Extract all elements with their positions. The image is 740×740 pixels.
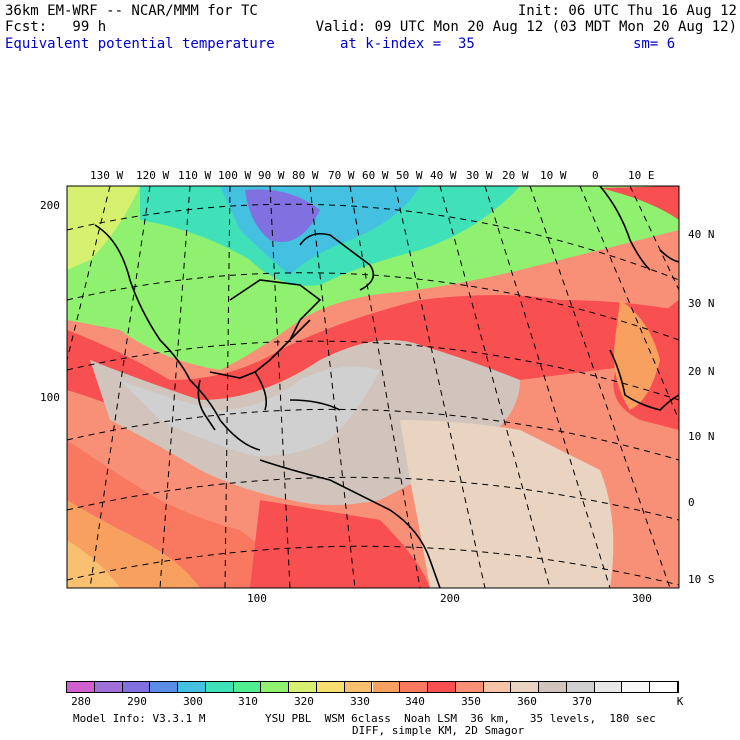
colorbar-swatch [400,682,429,692]
lon-label: 60 W [362,169,389,182]
colorbar-swatch [428,682,456,692]
lat-label: 10 S [688,573,715,586]
colorbar-swatch [539,682,567,692]
colorbar-swatch [122,682,151,692]
lon-label: 10 E [628,169,655,182]
footer-physics: YSU PBL WSM 6class Noah LSM 36 km, 35 le… [265,712,656,725]
footer-diffusion: DIFF, simple KM, 2D Smagor [352,724,525,737]
header-valid-time: Valid: 09 UTC Mon 20 Aug 12 (03 MDT Mon … [315,19,737,35]
lon-label: 10 W [540,169,567,182]
lon-label: 40 W [430,169,457,182]
header-forecast-hour: Fcst: 99 h [5,19,107,35]
plot-frame [66,185,680,589]
colorbar-label: 330 [350,695,370,708]
lon-label: 90 W [258,169,285,182]
colorbar-swatch [233,682,262,692]
header-init-time: Init: 06 UTC Thu 16 Aug 12 [517,3,737,19]
colorbar-swatch [316,682,345,692]
colorbar-swatch [455,682,484,692]
lat-label: 10 N [688,430,715,443]
colorbar-label: 280 [71,695,91,708]
coastlines [94,186,679,588]
colorbar-label: 350 [461,695,481,708]
colorbar-swatch [94,682,123,692]
lat-label: 0 [688,496,695,509]
grid-label-bottom: 200 [440,592,460,605]
colorbar-swatch [511,682,540,692]
colorbar-swatch [483,682,512,692]
lon-label: 110 W [178,169,212,182]
colorbar-label: 320 [294,695,314,708]
colorbar-label: 370 [572,695,592,708]
grid-label-left: 200 [40,199,60,212]
colorbar-unit: K [676,695,684,708]
colorbar-swatch [594,682,623,692]
colorbar-swatch [289,682,317,692]
colorbar-swatch [261,682,290,692]
colorbar-swatch [566,682,595,692]
lat-label: 20 N [688,365,715,378]
colorbar-swatch [67,682,95,692]
grid-label-bottom: 100 [247,592,267,605]
colorbar-swatch [205,682,234,692]
grid-label-left: 100 [40,391,60,404]
lon-label: 50 W [396,169,423,182]
colorbar-label: 360 [517,695,537,708]
colorbar-label: 310 [238,695,258,708]
lon-label: 70 W [328,169,355,182]
grid-label-bottom: 300 [632,592,652,605]
header-field-name: Equivalent potential temperature [5,36,275,52]
colorbar-swatch [622,682,651,692]
lat-label: 40 N [688,228,715,241]
lat-label: 30 N [688,297,715,310]
colorbar-label: 290 [127,695,147,708]
lon-label: 100 W [218,169,252,182]
colorbar-swatch [150,682,179,692]
theta-e-field [67,186,679,588]
colorbar-swatch [178,682,206,692]
graticule [67,186,679,588]
lon-label: 130 W [90,169,124,182]
colorbar-swatch [372,682,401,692]
lon-label: 30 W [466,169,493,182]
lon-label: 120 W [136,169,170,182]
header-smoothing: sm= 6 [633,36,676,52]
header-level: at k-index = 35 [340,36,475,52]
lon-label: 0 [592,169,599,182]
colorbar-label: 300 [183,695,203,708]
lon-label: 80 W [292,169,319,182]
header-model-title: 36km EM-WRF -- NCAR/MMM for TC [5,3,258,19]
colorbar-swatch [344,682,373,692]
colorbar-swatch [650,682,678,692]
colorbar-label: 340 [405,695,425,708]
lon-label: 20 W [502,169,529,182]
colorbar [66,681,679,693]
footer-model-info: Model Info: V3.3.1 M [73,712,206,725]
